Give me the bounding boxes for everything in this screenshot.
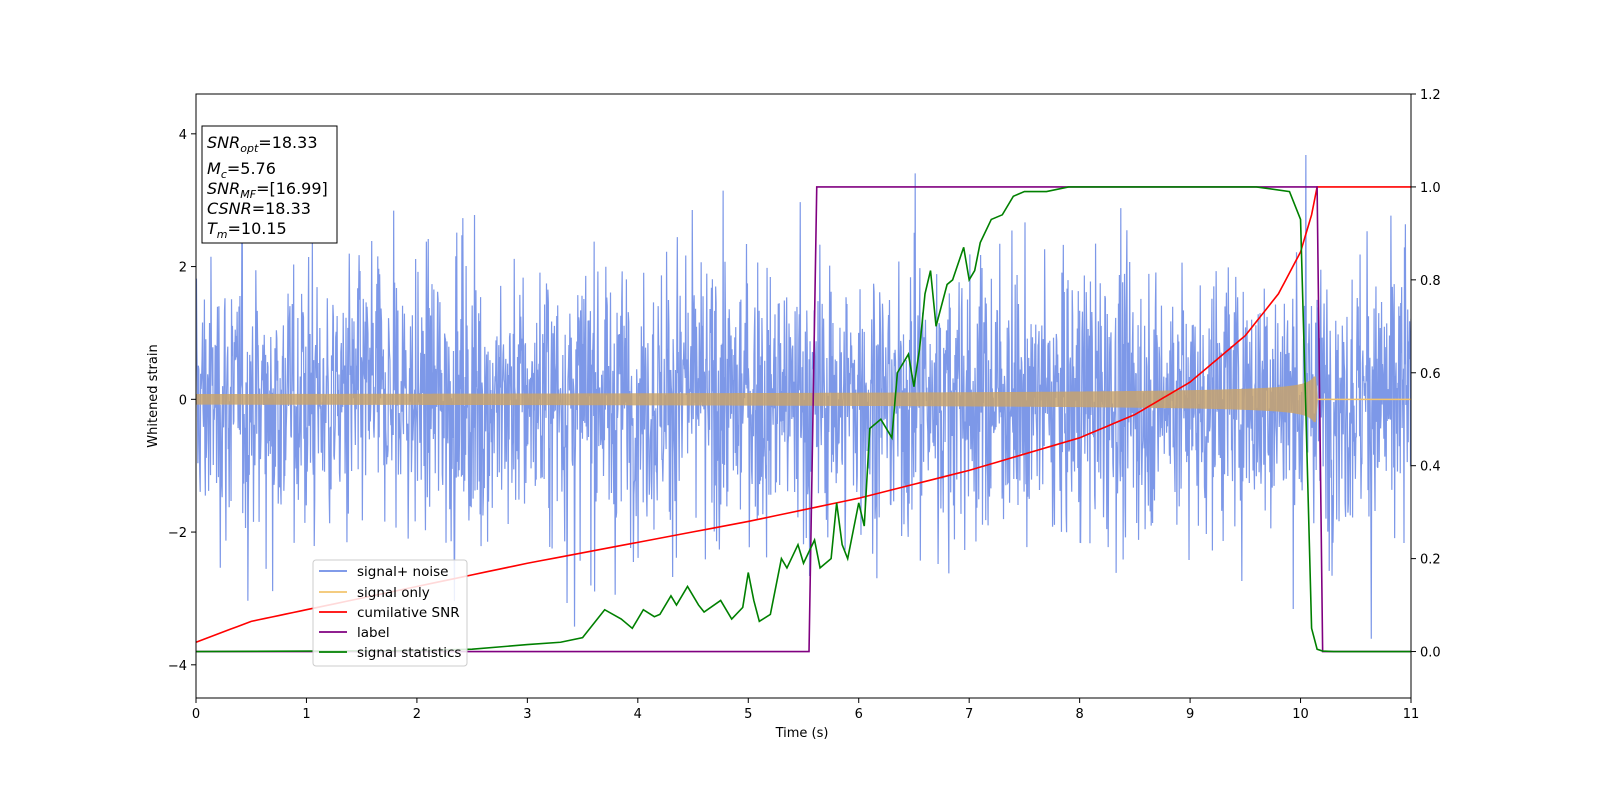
y-tick-label: −2 xyxy=(168,526,187,541)
snr-mf-text: SNRMF=[16.99] xyxy=(207,179,328,201)
y2-tick-label: 0.2 xyxy=(1420,553,1441,568)
y-tick-label: 2 xyxy=(179,261,187,276)
x-tick-label: 11 xyxy=(1403,707,1420,722)
legend-label-label: label xyxy=(357,625,390,641)
y2-tick-label: 0.8 xyxy=(1420,274,1441,289)
legend: signal+ noise signal only cumilative SNR… xyxy=(312,559,468,667)
y-axis-left: 4 2 0 −2 −4 xyxy=(168,128,196,674)
y2-tick-label: 1.2 xyxy=(1420,88,1441,103)
y-tick-label: −4 xyxy=(168,659,187,674)
y2-tick-label: 1.0 xyxy=(1420,181,1441,196)
x-tick-label: 4 xyxy=(634,707,642,722)
x-tick-label: 6 xyxy=(855,707,863,722)
x-tick-label: 0 xyxy=(192,707,200,722)
x-tick-label: 5 xyxy=(744,707,752,722)
y2-tick-label: 0.6 xyxy=(1420,367,1441,382)
x-tick-label: 3 xyxy=(523,707,531,722)
y-axis-label: Whitened strain xyxy=(146,344,161,447)
signal-noise-series xyxy=(196,154,1411,639)
x-tick-label: 8 xyxy=(1075,707,1083,722)
tm-text: Tm=10.15 xyxy=(207,219,287,241)
x-axis: 0 1 2 3 4 5 6 7 8 9 10 11 xyxy=(192,698,1419,722)
x-tick-label: 1 xyxy=(302,707,310,722)
x-tick-label: 7 xyxy=(965,707,973,722)
legend-label-signal-noise: signal+ noise xyxy=(357,564,448,580)
legend-label-signal-only: signal only xyxy=(357,585,430,601)
legend-label-cumulative-snr: cumilative SNR xyxy=(357,605,460,621)
plot-frame xyxy=(195,93,1412,699)
signal-statistics-series xyxy=(196,186,1411,653)
y2-tick-label: 0.4 xyxy=(1420,460,1441,475)
y-tick-label: 0 xyxy=(179,393,187,408)
y-tick-label: 4 xyxy=(179,128,187,143)
x-tick-label: 10 xyxy=(1292,707,1309,722)
y2-tick-label: 0.0 xyxy=(1420,646,1441,661)
mc-text: Mc=5.76 xyxy=(207,159,276,181)
signal-only-series xyxy=(196,376,1411,423)
x-axis-label: Time (s) xyxy=(775,726,829,741)
legend-label-signal-statistics: signal statistics xyxy=(357,645,461,661)
snr-opt-text: SNRopt=18.33 xyxy=(207,133,318,155)
x-tick-label: 9 xyxy=(1186,707,1194,722)
csnr-text: CSNR=18.33 xyxy=(207,199,311,218)
y-axis-right: 1.2 1.0 0.8 0.6 0.4 0.2 0.0 xyxy=(1411,88,1441,661)
info-box: SNRopt=18.33 Mc=5.76 SNRMF=[16.99] CSNR=… xyxy=(201,125,338,244)
x-tick-label: 2 xyxy=(413,707,421,722)
